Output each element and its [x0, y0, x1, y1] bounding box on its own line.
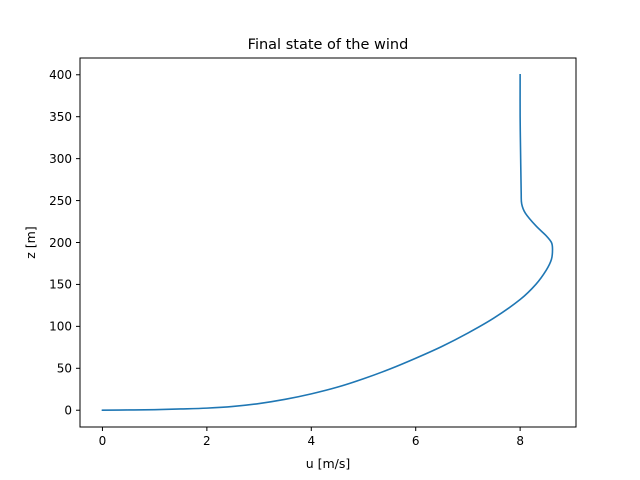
y-tick-label: 200	[49, 236, 72, 250]
y-tick-label: 0	[64, 404, 72, 418]
y-tick-label: 250	[49, 194, 72, 208]
y-tick-label: 300	[49, 152, 72, 166]
axis-ticks: 0 2 4 6 8 0 50 100 150 200 250 300 350 400	[49, 68, 524, 448]
axes-frame	[79, 57, 577, 428]
x-tick-label: 0	[99, 434, 107, 448]
x-tick-label: 6	[412, 434, 420, 448]
series-line-0	[101, 73, 554, 412]
x-tick-label: 8	[516, 434, 524, 448]
y-tick-label: 150	[49, 278, 72, 292]
y-tick-label: 400	[49, 68, 72, 82]
x-tick-label: 2	[203, 434, 211, 448]
series-layer	[101, 73, 554, 412]
y-tick-label: 50	[57, 362, 72, 376]
chart-title: Final state of the wind	[248, 37, 409, 53]
y-tick-label: 100	[49, 320, 72, 334]
y-axis-label: z [m]	[23, 226, 38, 258]
y-tick-label: 350	[49, 110, 72, 124]
x-tick-label: 4	[307, 434, 315, 448]
x-axis-label: u [m/s]	[306, 456, 351, 471]
